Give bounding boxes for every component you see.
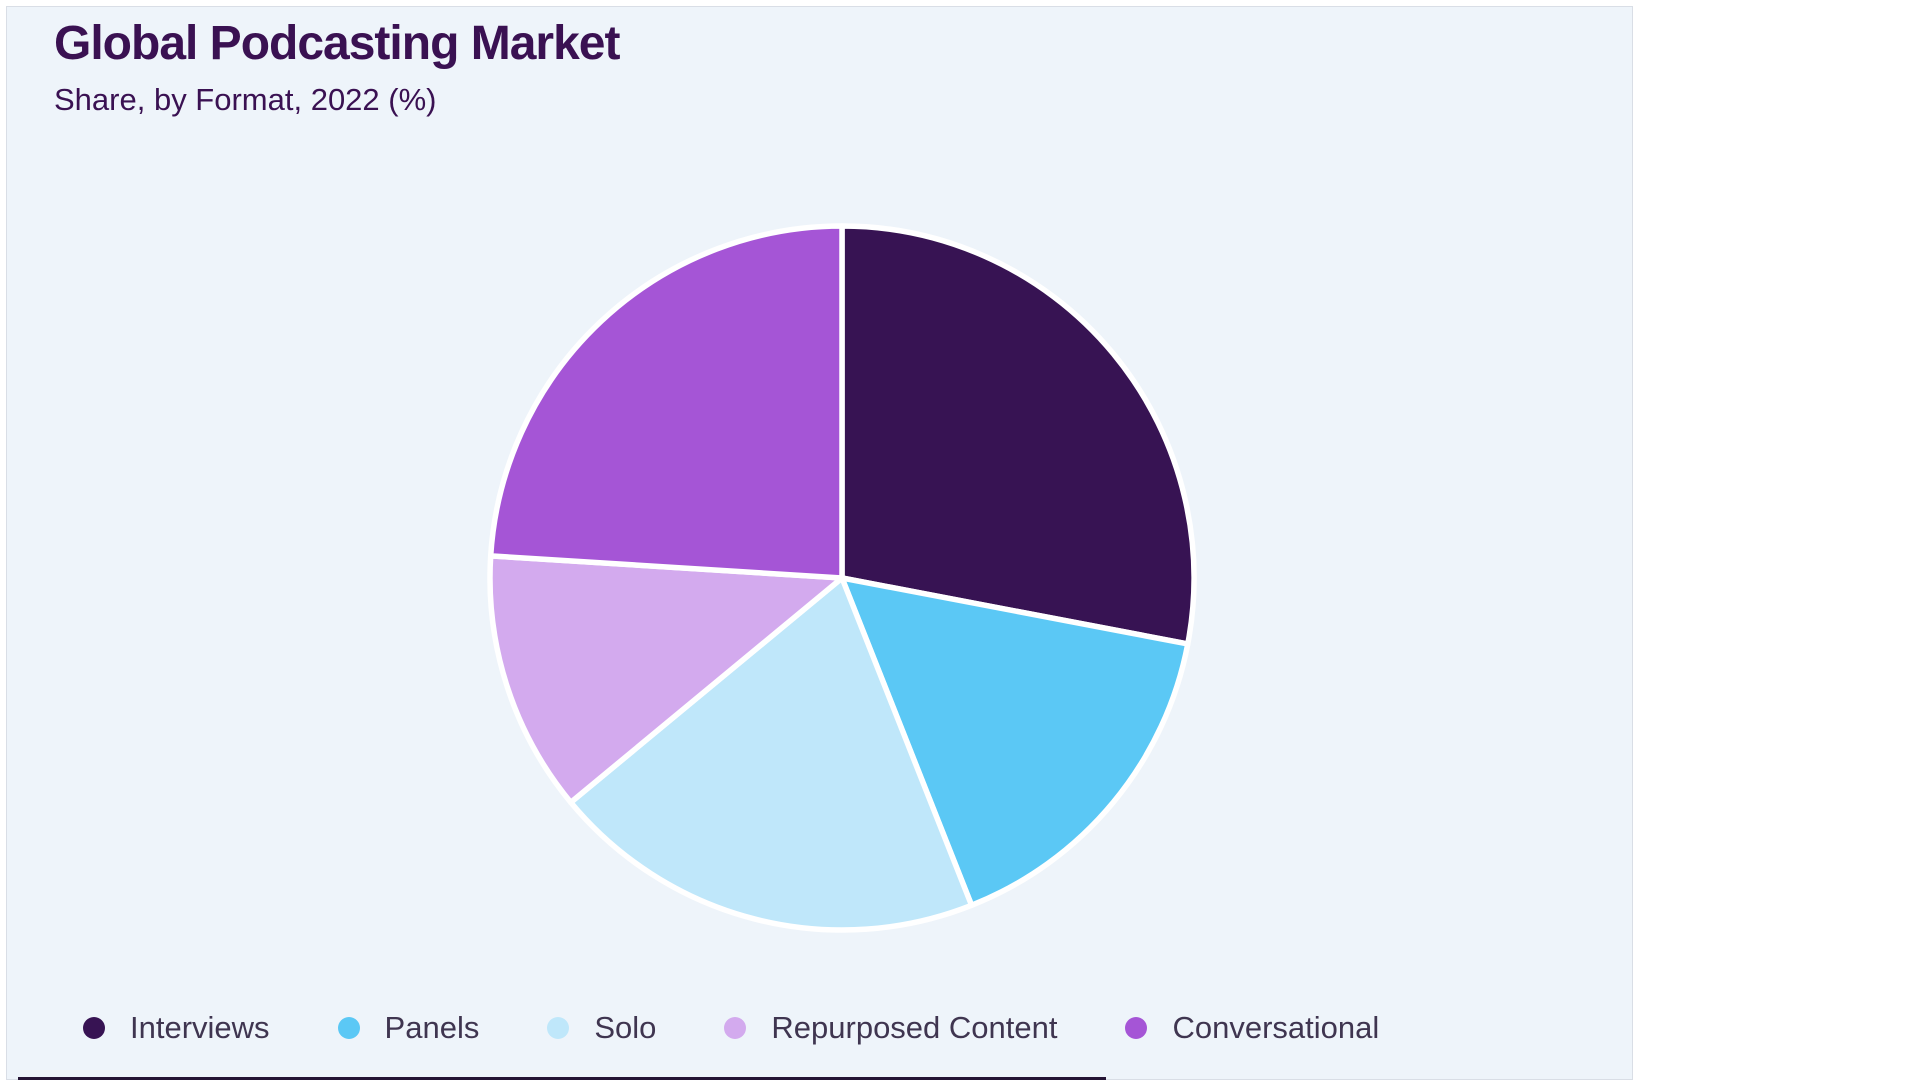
pie-slice-conversational[interactable] <box>487 223 845 581</box>
legend-label: Conversational <box>1172 1010 1380 1045</box>
legend-item-repurposed-content[interactable]: Repurposed Content <box>724 1010 1057 1046</box>
legend-swatch-icon <box>337 1017 360 1039</box>
legend-swatch-icon <box>724 1017 747 1039</box>
legend-label: Repurposed Content <box>771 1010 1058 1045</box>
legend-swatch-icon <box>1125 1017 1148 1039</box>
legend-label: Panels <box>384 1010 480 1045</box>
legend-swatch-icon <box>83 1017 105 1039</box>
pie-slice-repurposed-content[interactable] <box>487 553 845 806</box>
legend-item-solo[interactable]: Solo <box>547 1010 656 1046</box>
legend-item-panels[interactable]: Panels <box>337 1010 480 1046</box>
legend-label: Interviews <box>130 1010 270 1045</box>
pie-chart <box>482 218 1202 938</box>
bottom-cutoff-bar <box>18 1077 1106 1080</box>
legend-swatch-icon <box>547 1017 570 1039</box>
legend-item-conversational[interactable]: Conversational <box>1125 1010 1379 1046</box>
pie-slice-interviews[interactable] <box>839 223 1197 647</box>
chart-subtitle: Share, by Format, 2022 (%) <box>54 82 437 117</box>
legend-item-interviews[interactable]: Interviews <box>83 1010 270 1046</box>
pie-slice-panels[interactable] <box>839 575 1191 909</box>
pie-svg <box>487 223 1197 933</box>
pie-slice-solo[interactable] <box>568 575 975 933</box>
chart-title: Global Podcasting Market <box>54 17 620 70</box>
legend: Interviews Panels Solo Repurposed Content Co… <box>83 1006 1379 1050</box>
legend-label: Solo <box>594 1010 657 1045</box>
